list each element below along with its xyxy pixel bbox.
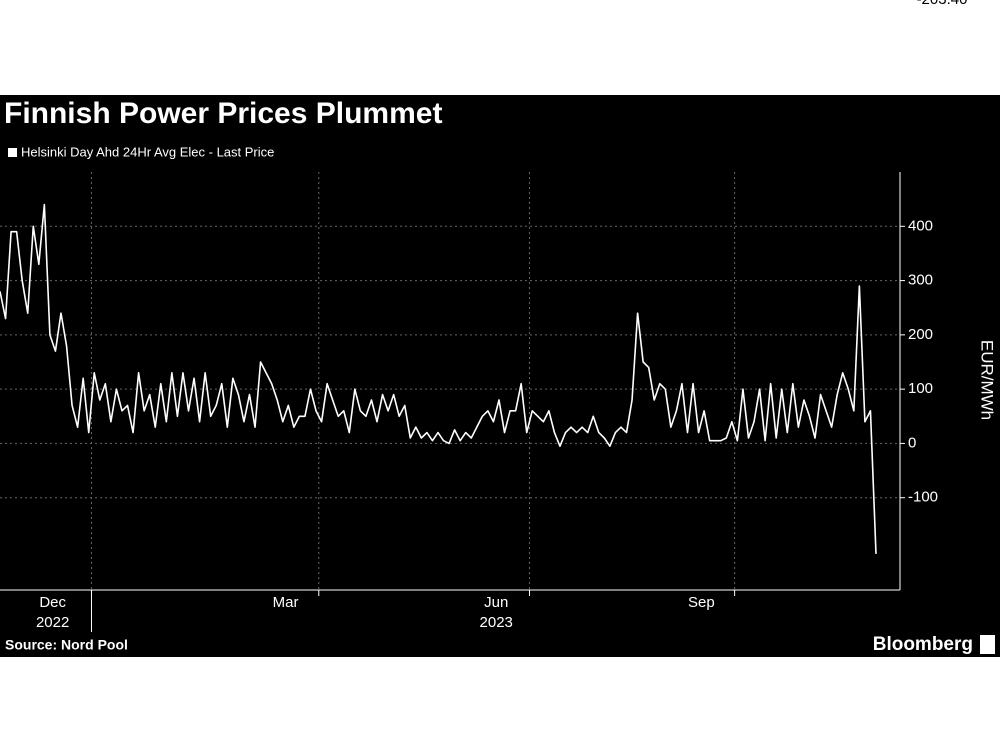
chart-background [0, 95, 1000, 657]
y-tick-label: 300 [908, 272, 933, 289]
y-tick-label: -100 [908, 489, 938, 506]
x-tick-label: Jun [484, 594, 508, 611]
y-tick-label: 100 [908, 380, 933, 397]
line-series [0, 203, 877, 554]
x-year-label: 2022 [36, 614, 69, 631]
legend-label: Helsinki Day Ahd 24Hr Avg Elec - Last Pr… [21, 144, 274, 159]
y-tick-label: 400 [908, 217, 933, 234]
legend-swatch [8, 148, 17, 157]
value-label: -203.40 [917, 0, 968, 8]
source: Source: Nord Pool [5, 637, 128, 653]
y-tick-label: 0 [908, 434, 916, 451]
y-axis-label: EUR/MWh [978, 340, 997, 420]
brand-icon [980, 635, 995, 654]
x-tick-label: Dec [39, 594, 66, 611]
y-tick-label: 200 [908, 326, 933, 343]
x-tick-label: Mar [273, 594, 299, 611]
x-tick-label: Sep [688, 594, 715, 611]
x-year-label: 2023 [480, 614, 513, 631]
brand: Bloomberg [873, 634, 973, 655]
chart-title: Finnish Power Prices Plummet [4, 97, 442, 130]
